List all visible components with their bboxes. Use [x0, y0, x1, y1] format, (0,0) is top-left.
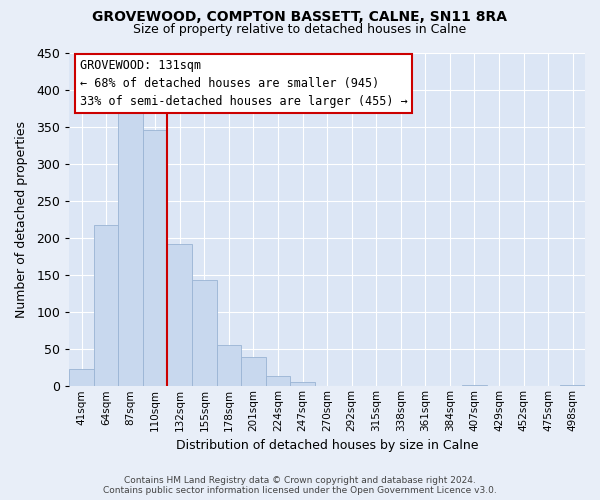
Bar	[217, 344, 241, 387]
Bar	[167, 244, 192, 386]
Text: Contains HM Land Registry data © Crown copyright and database right 2024.: Contains HM Land Registry data © Crown c…	[124, 476, 476, 485]
Bar	[241, 356, 266, 386]
X-axis label: Distribution of detached houses by size in Calne: Distribution of detached houses by size …	[176, 440, 478, 452]
Y-axis label: Number of detached properties: Number of detached properties	[15, 121, 28, 318]
Bar	[290, 382, 315, 386]
Bar	[94, 224, 118, 386]
Bar	[266, 376, 290, 386]
Text: Size of property relative to detached houses in Calne: Size of property relative to detached ho…	[133, 22, 467, 36]
Bar	[192, 280, 217, 386]
Text: GROVEWOOD, COMPTON BASSETT, CALNE, SN11 8RA: GROVEWOOD, COMPTON BASSETT, CALNE, SN11 …	[92, 10, 508, 24]
Bar	[462, 385, 487, 386]
Bar	[143, 130, 167, 386]
Text: Contains public sector information licensed under the Open Government Licence v3: Contains public sector information licen…	[103, 486, 497, 495]
Bar	[118, 108, 143, 386]
Bar	[69, 369, 94, 386]
Bar	[560, 385, 585, 386]
Text: GROVEWOOD: 131sqm
← 68% of detached houses are smaller (945)
33% of semi-detache: GROVEWOOD: 131sqm ← 68% of detached hous…	[80, 59, 407, 108]
